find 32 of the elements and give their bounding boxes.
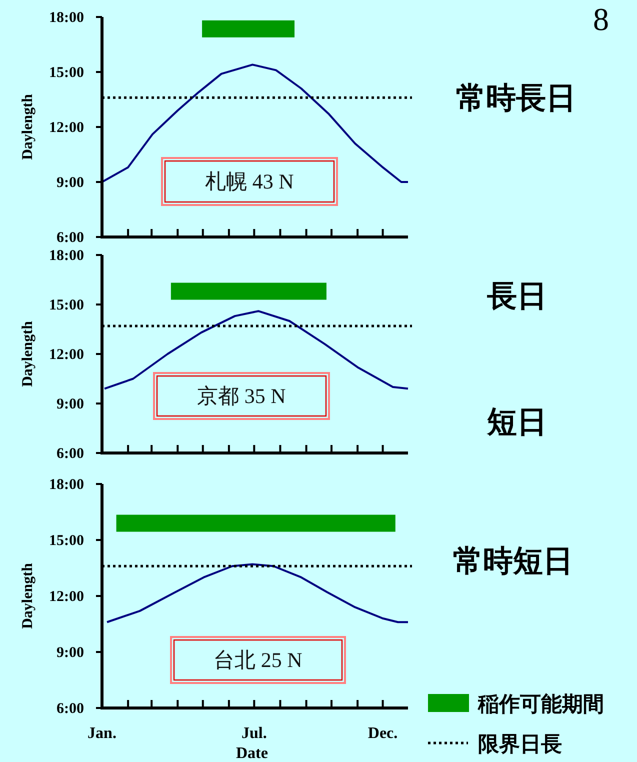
y-axis-title: Daylength	[20, 93, 36, 160]
annotation: 台北 25 N	[214, 648, 302, 672]
x-tick-label: Jan.	[88, 725, 116, 742]
y-tick-label: 18:00	[49, 477, 84, 493]
x-tick-label: Jul.	[241, 725, 267, 742]
annotation: 京都 35 N	[197, 384, 286, 408]
text: 長日	[486, 279, 547, 314]
text: 常時長日	[456, 81, 576, 116]
y-tick-label: 6:00	[56, 230, 84, 246]
y-tick-label: 15:00	[49, 298, 84, 314]
y-tick-label: 12:00	[49, 589, 84, 605]
y-tick-label: 9:00	[56, 396, 84, 412]
y-tick-label: 12:00	[49, 120, 84, 136]
text: 8	[593, 1, 609, 37]
y-tick-label: 12:00	[49, 347, 84, 363]
y-axis-title: Daylength	[20, 562, 36, 629]
text: 常時短日	[453, 544, 573, 579]
x-axis-title: Date	[236, 745, 268, 762]
text: 短日	[486, 405, 547, 440]
y-tick-label: 9:00	[56, 645, 84, 661]
y-tick-label: 18:00	[49, 10, 84, 26]
y-axis-title: Daylength	[20, 320, 36, 387]
legend-label: 限界日長	[478, 732, 562, 756]
annotation: 札幌 43 N	[205, 170, 294, 194]
y-tick-label: 18:00	[49, 248, 84, 264]
x-tick-label: Dec.	[368, 725, 398, 742]
legend-label: 稲作可能期間	[477, 692, 604, 716]
y-tick-label: 15:00	[49, 65, 84, 81]
y-tick-label: 9:00	[56, 175, 84, 191]
y-tick-label: 15:00	[49, 533, 84, 549]
y-tick-label: 6:00	[56, 701, 84, 717]
y-tick-label: 6:00	[56, 446, 84, 462]
